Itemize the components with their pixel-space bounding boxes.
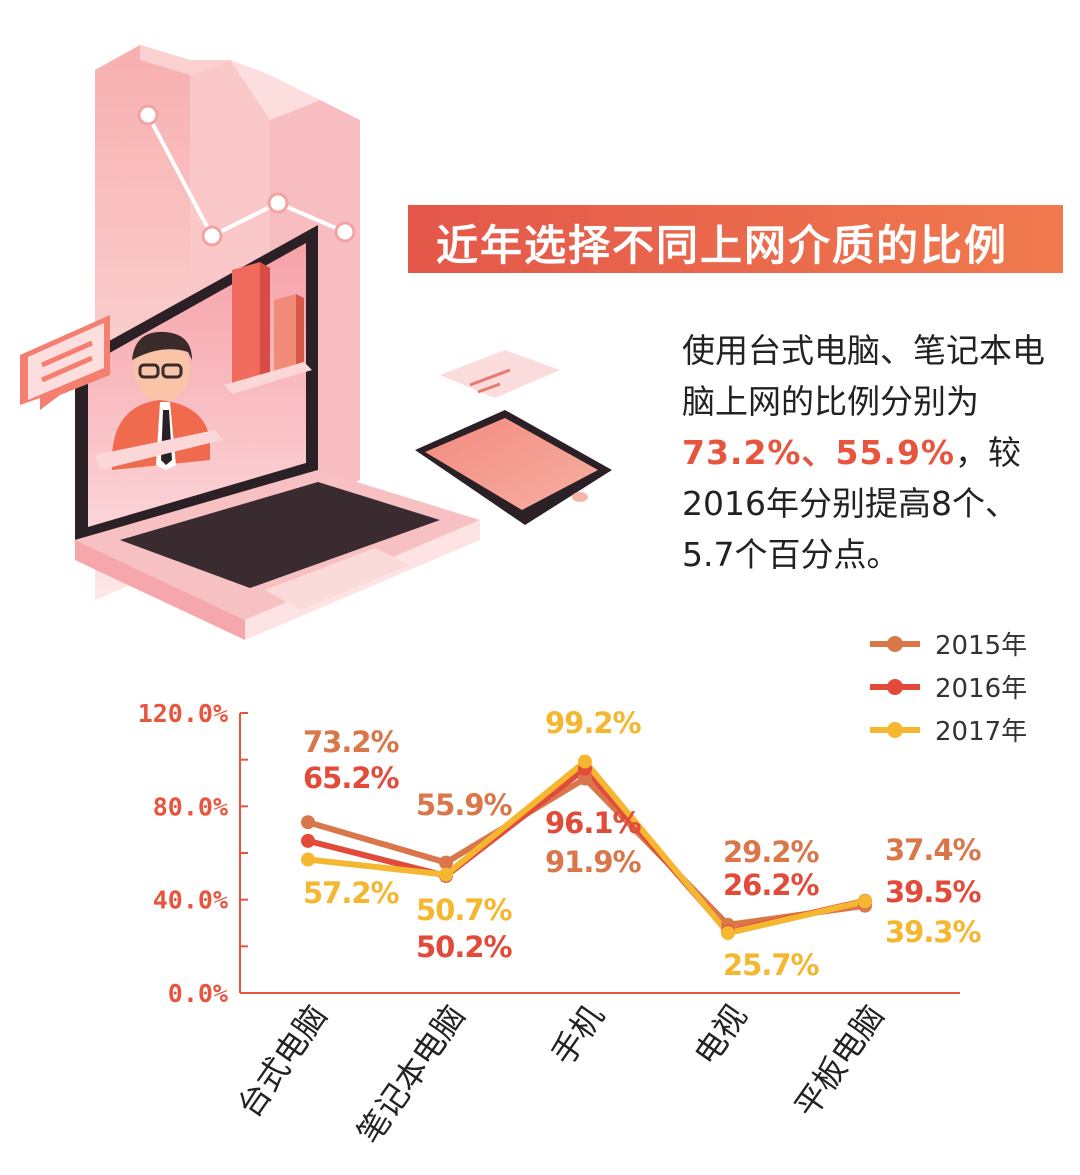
chart-title: 近年选择不同上网介质的比例 <box>436 221 1009 270</box>
chat-bubble-icon <box>20 315 110 410</box>
y-tick-label: 120.0% <box>138 699 228 728</box>
data-point <box>301 833 315 848</box>
chart-axes: 0.0% 40.0% 80.0% 120.0% 台式电脑 笔记本电脑 手机 电视 平板电脑 <box>138 699 960 1151</box>
legend-marker <box>887 679 903 695</box>
data-label: 25.7% <box>723 948 820 982</box>
highlight-value-desktop: 73.2% <box>682 433 802 472</box>
line-chart: 0.0% 40.0% 80.0% 120.0% 台式电脑 笔记本电脑 手机 电视 平板电脑 73… <box>138 631 1027 1151</box>
title-banner: 近年选择不同上网介质的比例 <box>408 205 1063 273</box>
legend-label: 2015年 <box>935 631 1027 661</box>
description-text-1: 使用台式电脑、笔记本电脑上网的比例分别为 <box>682 331 1045 421</box>
x-tick-label: 笔记本电脑 <box>350 998 473 1151</box>
data-label: 26.2% <box>723 868 820 902</box>
description-paragraph: 使用台式电脑、笔记本电脑上网的比例分别为 73.2%、55.9%，较2016年分别… <box>682 325 1052 580</box>
legend-label: 2016年 <box>935 674 1027 704</box>
highlight-value-laptop: 55.9% <box>835 433 955 472</box>
computer-illustration <box>20 45 612 640</box>
chart-lines <box>301 754 872 941</box>
legend-label: 2017年 <box>935 717 1027 747</box>
data-point <box>578 771 592 786</box>
x-tick-label: 台式电脑 <box>230 998 335 1125</box>
data-label: 99.2% <box>545 706 642 740</box>
description-text-2: ，较2016年分别提高8个、5.7个百分点。 <box>682 433 1021 574</box>
data-label: 55.9% <box>416 788 513 822</box>
legend-marker <box>887 636 903 652</box>
y-tick-label: 0.0% <box>168 979 228 1008</box>
data-label: 37.4% <box>885 833 982 867</box>
chart-legend: 2015年 2016年 2017年 <box>870 631 1027 747</box>
phone-icon <box>415 410 612 525</box>
trend-line-icon <box>137 104 356 247</box>
chart-data-labels: 73.2% 55.9% 91.9% 29.2% 37.4% 65.2% 50.2% 96.1%… <box>303 706 983 982</box>
legend-marker <box>887 722 903 738</box>
data-point <box>858 894 872 909</box>
data-point <box>301 852 315 867</box>
x-tick-label: 手机 <box>544 998 612 1072</box>
data-label: 39.5% <box>885 875 982 909</box>
data-label: 96.1% <box>545 806 642 840</box>
laptop-icon <box>75 225 480 640</box>
data-point <box>721 926 735 941</box>
data-label: 29.2% <box>723 835 820 869</box>
y-tick-label: 40.0% <box>153 886 228 915</box>
data-point <box>439 867 453 882</box>
y-tick-label: 80.0% <box>153 792 228 821</box>
data-label: 50.7% <box>416 893 513 927</box>
data-label: 57.2% <box>303 876 400 910</box>
data-label: 50.2% <box>416 930 513 964</box>
highlight-separator: 、 <box>801 433 836 472</box>
data-point <box>578 754 592 769</box>
banner-background <box>408 205 1063 273</box>
data-label: 39.3% <box>885 915 982 949</box>
data-point <box>301 815 315 830</box>
data-label: 73.2% <box>303 725 400 759</box>
data-label: 65.2% <box>303 761 400 795</box>
data-point <box>439 855 453 870</box>
document-card-icon <box>440 350 560 398</box>
data-label: 91.9% <box>545 845 642 879</box>
x-tick-label: 平板电脑 <box>787 998 892 1125</box>
x-tick-label: 电视 <box>687 998 755 1072</box>
